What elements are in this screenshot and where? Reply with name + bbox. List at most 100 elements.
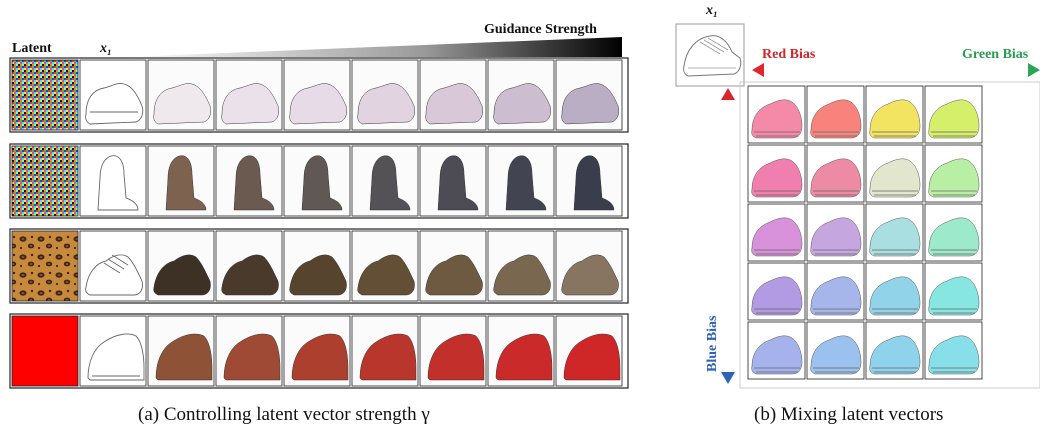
x1-header-b: x₁ [705,3,718,18]
generated-shoe [505,155,547,211]
mixed-shoe-cell [806,85,865,144]
generated-sneaker [751,335,803,375]
generated-sneaker [751,99,803,139]
generated-shoe [153,83,211,125]
row-frame [9,313,629,389]
generated-sneaker [869,158,921,198]
generated-shoe [223,333,281,381]
generated-sneaker [810,335,862,375]
generated-shoe [165,155,207,211]
generated-shoe [301,155,343,211]
generated-shoe [153,254,211,296]
generated-shoe [357,254,415,296]
sneaker-sole [872,308,918,314]
row-frame [9,228,629,304]
sketch-cell [79,315,147,387]
sneaker-sole [931,308,977,314]
mixed-shoe-cell [747,262,806,321]
sneaker-sole [754,131,800,137]
sneaker-sole [754,367,800,373]
generated-shoe [289,254,347,296]
latent-cell [11,59,79,131]
generated-sneaker [928,99,980,139]
panel-b-frame [739,81,1040,389]
generated-shoe [357,83,415,125]
latent-column-header: Latent [12,41,52,56]
panel-a-row [9,313,629,389]
sneaker-sole [813,367,859,373]
mixed-shoe-cell [924,262,983,321]
row-frame [9,143,629,219]
generated-shoe [563,333,621,381]
panel-a-row [9,228,629,304]
x1-sketch-box [675,23,745,87]
caption-b: (b) Mixing latent vectors [754,404,943,425]
panel-a-row [9,57,629,133]
generated-sneaker [928,217,980,257]
generated-sneaker [869,217,921,257]
generated-shoe [291,333,349,381]
mixed-shoe-cell [747,203,806,262]
x1-sketch [85,83,144,125]
sneaker-sole [872,367,918,373]
sneaker-sole [813,249,859,255]
sneaker-sole [931,131,977,137]
latent-cell [11,145,79,217]
mixed-shoe-cell [747,85,806,144]
generated-sneaker [751,217,803,257]
mixed-shoe-cell [865,144,924,203]
generated-shoe [359,333,417,381]
guidance-strength-label: Guidance Strength [484,22,597,37]
generated-shoe [155,333,213,381]
generated-shoe [221,254,279,296]
mixed-shoe-cell [747,144,806,203]
mixed-shoe-cell [865,321,924,380]
generated-shoe [493,83,551,125]
sneaker-sole [813,131,859,137]
generated-sneaker [928,335,980,375]
sneaker-sole [872,131,918,137]
generated-shoe [573,155,615,211]
mixed-shoe-cell [924,321,983,380]
generated-shoe [425,254,483,296]
generated-sneaker [810,276,862,316]
guidance-strength-wedge [126,37,622,57]
x1-column-header: x₁ [99,41,112,56]
mixed-shoe-cell [865,262,924,321]
mixed-shoe-cell [865,203,924,262]
sneaker-sole [754,190,800,196]
generated-shoe [221,83,279,125]
generated-shoe [437,155,479,211]
mixed-shoe-cell [806,262,865,321]
sneaker-sole [872,190,918,196]
mixed-shoe-cell [806,203,865,262]
generated-sneaker [928,158,980,198]
generated-sneaker [869,276,921,316]
generated-shoe [425,83,483,125]
sketch-cell [79,145,147,217]
caption-a: (a) Controlling latent vector strength γ [138,404,430,425]
generated-sneaker [869,99,921,139]
generated-shoe [369,155,411,211]
panel-a-grid [9,57,629,389]
x1-sketch [85,254,143,296]
sneaker-sole [754,308,800,314]
x1-sneaker-sketch [683,35,742,77]
sketch-cell [79,59,147,131]
panel-a-row [9,143,629,219]
sneaker-sole [754,249,800,255]
sneaker-sole [931,190,977,196]
red-green-arrow [752,63,1040,77]
mixed-shoe-cell [806,321,865,380]
latent-cell [11,315,79,387]
generated-sneaker [751,158,803,198]
mixed-shoe-cell [865,85,924,144]
sneaker-sole [931,367,977,373]
generated-sneaker [810,158,862,198]
row-frame [9,57,629,133]
generated-shoe [561,83,619,125]
generated-shoe [233,155,275,211]
sketch-cell [79,230,147,302]
generated-sneaker [810,99,862,139]
